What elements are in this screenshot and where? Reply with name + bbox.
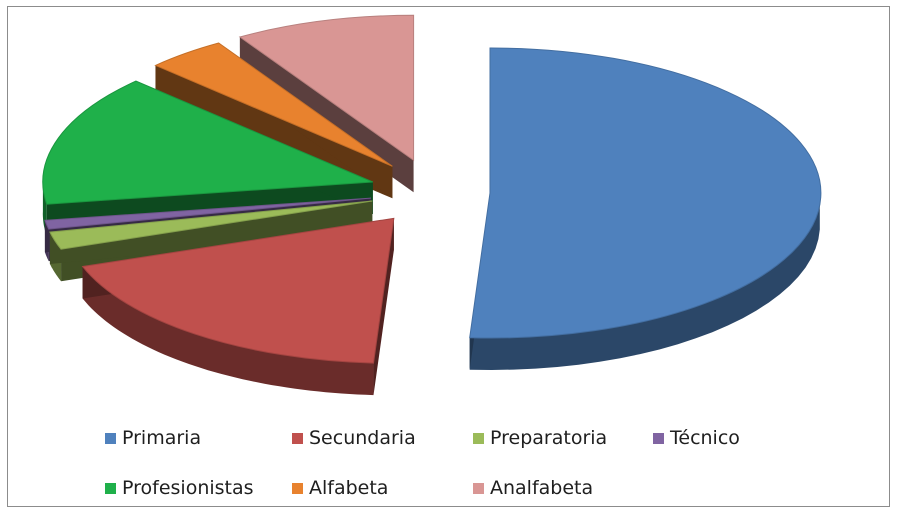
pie-slice-primaria <box>470 48 821 370</box>
pie-chart <box>0 0 898 400</box>
